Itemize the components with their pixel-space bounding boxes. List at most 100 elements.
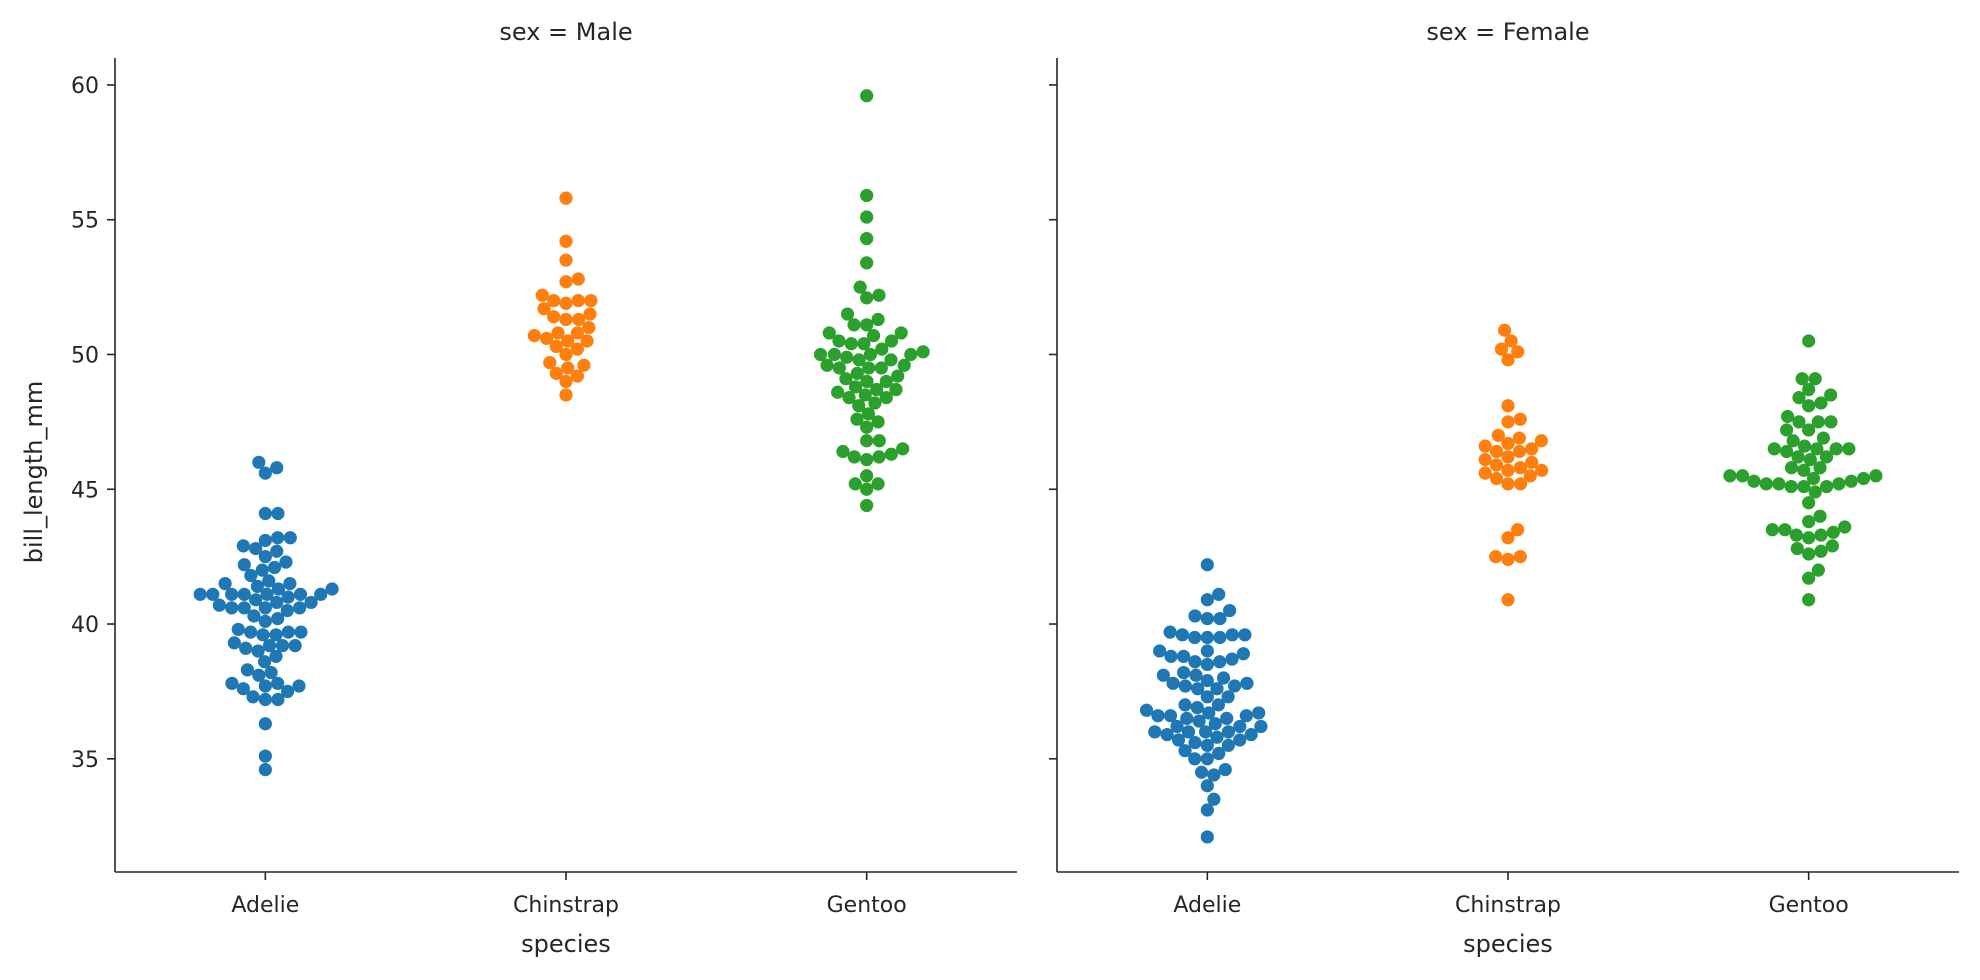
data-point [561, 361, 575, 375]
data-point [549, 339, 563, 353]
data-point [1233, 719, 1247, 734]
data-point [258, 506, 272, 521]
data-point [281, 625, 295, 639]
data-point [1490, 458, 1504, 472]
data-point [583, 307, 597, 321]
data-point [847, 318, 861, 332]
data-point [916, 345, 930, 359]
data-point [584, 293, 598, 308]
data-point [1797, 479, 1811, 494]
data-point [1228, 679, 1242, 693]
data-point [304, 595, 318, 610]
data-point [840, 350, 854, 364]
data-point [1806, 471, 1821, 486]
data-point [1181, 725, 1196, 739]
data-point [868, 396, 882, 410]
data-point [572, 312, 586, 327]
data-point [1211, 698, 1226, 712]
data-point [1178, 744, 1192, 758]
data-point [1767, 442, 1781, 456]
data-point [1189, 668, 1203, 682]
y-tick-label: 45 [71, 478, 99, 503]
data-point [1813, 461, 1827, 475]
data-point [860, 210, 874, 224]
data-point [875, 342, 889, 356]
data-point [884, 447, 898, 461]
data-point [258, 550, 272, 564]
data-point [225, 601, 239, 615]
data-point [1494, 342, 1509, 356]
data-point [1816, 431, 1830, 445]
data-point [257, 655, 272, 669]
data-point [1200, 593, 1214, 607]
data-point [1188, 630, 1202, 645]
data-point [270, 595, 284, 610]
data-point [1501, 353, 1515, 367]
data-point [1171, 733, 1186, 747]
data-point [1200, 690, 1214, 704]
data-point [872, 434, 886, 448]
data-point [1747, 474, 1761, 488]
data-point [879, 391, 893, 405]
data-point [1811, 415, 1825, 429]
data-point [236, 539, 250, 553]
data-point [1175, 628, 1190, 642]
data-point [1216, 671, 1231, 685]
data-point [1802, 593, 1816, 607]
data-point [1200, 674, 1214, 688]
data-point [249, 593, 263, 607]
data-point [842, 391, 856, 405]
data-point [1244, 727, 1258, 742]
y-tick-label: 60 [71, 74, 99, 99]
data-point [1811, 563, 1825, 577]
y-tick-label: 55 [71, 209, 99, 234]
data-point [314, 587, 328, 601]
data-point [237, 558, 251, 572]
data-point [1501, 552, 1515, 566]
data-point [847, 450, 861, 464]
data-point [1239, 709, 1253, 723]
data-point [870, 382, 884, 397]
data-point [1200, 644, 1214, 658]
data-point [271, 676, 285, 690]
data-point [1501, 415, 1515, 429]
data-point [1233, 733, 1247, 747]
data-point [871, 312, 885, 327]
data-point [1163, 709, 1178, 723]
data-point [293, 587, 308, 601]
data-point [252, 668, 266, 682]
data-point [1797, 463, 1811, 477]
data-point [871, 415, 885, 429]
data-point [212, 598, 226, 612]
data-point [860, 188, 874, 203]
data-point [1534, 434, 1548, 448]
data-point [820, 358, 834, 372]
data-point [852, 399, 866, 413]
data-point [275, 638, 290, 653]
data-point [848, 477, 862, 491]
data-point [1208, 717, 1222, 731]
data-point [1513, 412, 1527, 426]
y-tick-label: 50 [71, 343, 99, 368]
data-point [1808, 485, 1822, 499]
data-point [1191, 682, 1205, 696]
data-point [244, 625, 258, 639]
data-point [1814, 544, 1828, 558]
data-point [1490, 444, 1504, 459]
data-point [1156, 668, 1170, 682]
data-point [1838, 520, 1852, 534]
data-point [279, 555, 293, 569]
data-point [1221, 690, 1235, 704]
data-point [860, 291, 874, 305]
data-point [559, 312, 573, 327]
data-point [1188, 752, 1202, 766]
data-point [1202, 706, 1216, 720]
data-point [860, 89, 874, 103]
data-point [258, 717, 272, 731]
data-point [325, 582, 339, 596]
data-point [1803, 453, 1817, 467]
data-point [860, 256, 874, 270]
data-point [270, 461, 284, 475]
data-point [1236, 647, 1250, 661]
data-point [559, 296, 573, 310]
